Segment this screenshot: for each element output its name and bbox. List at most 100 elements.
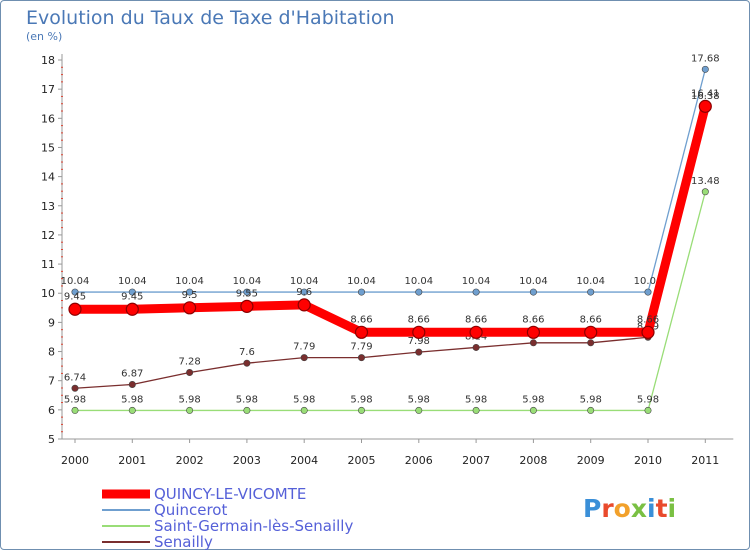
- x-tick-label: 2001: [118, 454, 146, 467]
- data-label: 5.98: [408, 394, 430, 405]
- legend: QUINCY-LE-VICOMTEQuincerotSaint-Germain-…: [102, 485, 353, 550]
- data-point: [587, 339, 595, 347]
- y-minor-tick: [61, 168, 63, 170]
- data-point: [526, 325, 541, 339]
- data-point: [529, 339, 537, 347]
- y-tick-label: 5: [48, 433, 55, 446]
- legend-label: QUINCY-LE-VICOMTE: [154, 485, 306, 503]
- y-minor-tick: [61, 278, 63, 280]
- data-label: 10.04: [462, 276, 491, 287]
- y-minor-tick: [61, 336, 63, 338]
- legend-label: Senailly: [154, 533, 213, 550]
- data-point: [529, 288, 537, 296]
- data-label: 10.04: [175, 276, 204, 287]
- chart-subtitle: (en %): [26, 30, 62, 43]
- series-Quincerot: 10.04 10.04 10.04 10.04 10.04 10.04 10.04 10.04…: [61, 53, 720, 296]
- y-minor-tick: [61, 132, 63, 134]
- x-tick-label: 2006: [405, 454, 433, 467]
- y-minor-tick: [61, 139, 63, 141]
- y-minor-tick: [61, 81, 63, 83]
- y-minor-tick: [61, 66, 63, 68]
- data-point: [186, 369, 194, 377]
- data-point: [472, 288, 480, 296]
- y-minor-tick: [61, 183, 63, 185]
- data-label: 5.98: [522, 394, 544, 405]
- data-label: 10.04: [290, 276, 319, 287]
- data-label: 7.79: [350, 342, 372, 353]
- data-point: [186, 288, 194, 296]
- brand-letter: x: [631, 494, 647, 523]
- data-label: 8.66: [350, 314, 372, 325]
- data-label: 10.04: [118, 276, 147, 287]
- data-label: 5.98: [465, 394, 487, 405]
- brand-letter: t: [656, 494, 668, 523]
- y-minor-tick: [61, 125, 63, 127]
- y-tick-label: 14: [41, 171, 55, 184]
- data-point: [415, 348, 423, 356]
- chart-title: Evolution du Taux de Taxe d'Habitation: [26, 7, 395, 29]
- y-tick-label: 16: [41, 112, 55, 125]
- y-minor-tick: [61, 423, 63, 425]
- series-QUINCY-LE-VICOMTE: 9.45 9.45 9.5 9.55 9.6 8.66 8.66 8.66 8.66 8.66 8.…: [64, 88, 720, 339]
- data-label: 6.74: [64, 372, 86, 383]
- data-point: [186, 406, 194, 414]
- data-point: [587, 406, 595, 414]
- series-line: [70, 101, 710, 337]
- y-minor-tick: [61, 314, 63, 316]
- y-tick-label: 8: [48, 346, 55, 359]
- y-minor-tick: [61, 249, 63, 250]
- data-label: 9.45: [64, 291, 86, 302]
- x-tick-label: 2011: [691, 454, 719, 467]
- data-label: 9.45: [121, 291, 143, 302]
- data-point: [300, 288, 308, 296]
- data-label: 5.98: [580, 394, 602, 405]
- brand-letter: i: [668, 494, 677, 523]
- series-Senailly: 6.746.877.287.67.797.797.988.148.38.38.4…: [64, 91, 720, 392]
- data-label: 16.41: [691, 88, 720, 99]
- data-label: 16.38: [691, 91, 720, 102]
- series-line: [74, 191, 706, 412]
- data-point: [243, 359, 251, 367]
- data-label: 7.6: [239, 347, 255, 358]
- data-label: 7.98: [408, 336, 430, 347]
- data-point: [357, 406, 365, 414]
- data-label: 5.98: [64, 394, 86, 405]
- data-label: 10.04: [61, 276, 90, 287]
- data-point: [71, 384, 79, 392]
- data-label: 8.66: [637, 314, 659, 325]
- data-label: 5.98: [236, 394, 258, 405]
- y-minor-tick: [61, 103, 63, 105]
- data-point: [641, 325, 655, 339]
- brand-logo: Proxiti: [583, 494, 676, 523]
- data-point: [243, 288, 251, 296]
- y-tick-label: 17: [41, 83, 55, 96]
- data-point: [68, 302, 82, 316]
- data-point: [300, 406, 308, 414]
- y-minor-tick: [61, 285, 63, 287]
- data-point: [128, 406, 136, 414]
- data-label: 5.98: [121, 394, 143, 405]
- data-point: [240, 299, 254, 313]
- data-point: [243, 406, 251, 414]
- data-label: 5.98: [637, 394, 659, 405]
- y-minor-tick: [61, 307, 63, 309]
- data-label: 13.48: [691, 176, 720, 187]
- x-tick-label: 2000: [61, 454, 89, 467]
- series-layer: 10.04 10.04 10.04 10.04 10.04 10.04 10.04 10.04…: [61, 53, 720, 414]
- data-point: [701, 188, 709, 196]
- legend-label: Saint-Germain-lès-Senailly: [154, 517, 353, 535]
- y-minor-tick: [61, 431, 63, 433]
- y-tick-label: 10: [41, 287, 55, 300]
- data-point: [644, 288, 652, 296]
- y-minor-tick: [61, 387, 63, 389]
- data-point: [698, 99, 712, 113]
- data-point: [71, 406, 79, 414]
- data-point: [472, 343, 480, 351]
- data-label: 9.55: [236, 288, 258, 299]
- data-label: 8.66: [465, 314, 487, 325]
- y-minor-tick: [61, 300, 63, 302]
- data-label: 7.28: [178, 357, 200, 368]
- y-minor-tick: [61, 190, 63, 192]
- data-point: [183, 301, 197, 315]
- y-minor-tick: [61, 365, 63, 367]
